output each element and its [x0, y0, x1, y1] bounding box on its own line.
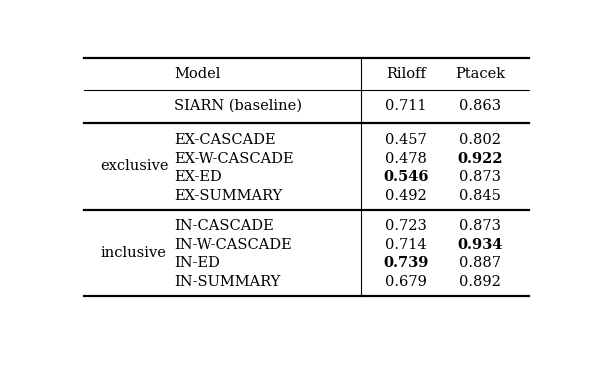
Text: 0.723: 0.723 [385, 219, 427, 233]
Text: Model: Model [175, 67, 221, 81]
Text: 0.546: 0.546 [383, 170, 429, 184]
Text: 0.711: 0.711 [385, 99, 427, 113]
Text: Ptacek: Ptacek [455, 67, 505, 81]
Text: 0.679: 0.679 [385, 275, 427, 289]
Text: IN-ED: IN-ED [175, 256, 220, 270]
Text: IN-W-CASCADE: IN-W-CASCADE [175, 238, 292, 252]
Text: 0.873: 0.873 [459, 219, 501, 233]
Text: 0.478: 0.478 [385, 152, 427, 165]
Text: SIARN (baseline): SIARN (baseline) [175, 99, 303, 113]
Text: inclusive: inclusive [100, 246, 166, 260]
Text: 0.845: 0.845 [459, 189, 501, 203]
Text: 0.873: 0.873 [459, 170, 501, 184]
Text: 0.492: 0.492 [385, 189, 427, 203]
Text: EX-CASCADE: EX-CASCADE [175, 133, 276, 147]
Text: 0.934: 0.934 [457, 238, 503, 252]
Text: 0.802: 0.802 [459, 133, 501, 147]
Text: EX-SUMMARY: EX-SUMMARY [175, 189, 283, 203]
Text: IN-SUMMARY: IN-SUMMARY [175, 275, 281, 289]
Text: 0.714: 0.714 [385, 238, 427, 252]
Text: exclusive: exclusive [100, 159, 169, 173]
Text: 0.922: 0.922 [457, 152, 503, 165]
Text: 0.892: 0.892 [459, 275, 501, 289]
Text: 0.887: 0.887 [459, 256, 501, 270]
Text: 0.457: 0.457 [385, 133, 427, 147]
Text: Riloff: Riloff [386, 67, 426, 81]
Text: 0.863: 0.863 [459, 99, 501, 113]
Text: 0.739: 0.739 [383, 256, 429, 270]
Text: IN-CASCADE: IN-CASCADE [175, 219, 274, 233]
Text: EX-W-CASCADE: EX-W-CASCADE [175, 152, 294, 165]
Text: EX-ED: EX-ED [175, 170, 222, 184]
